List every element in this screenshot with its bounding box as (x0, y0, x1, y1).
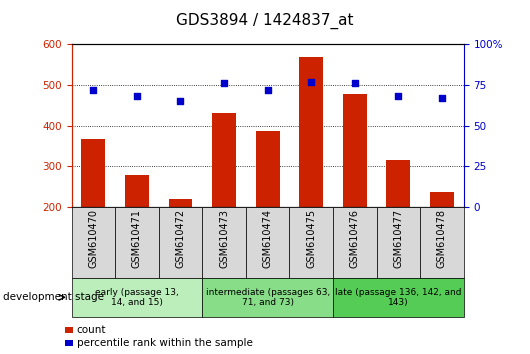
Bar (255, 131, 280, 289)
Bar (289, 207, 333, 278)
Bar (420, 207, 464, 278)
Bar (72, 278, 202, 317)
Point (89, 87, 98, 93)
Bar (169, 199, 192, 289)
Point (307, 79, 315, 85)
Text: intermediate (passages 63,
71, and 73): intermediate (passages 63, 71, and 73) (206, 288, 330, 307)
Bar (115, 207, 158, 278)
Bar (386, 160, 410, 289)
Text: GSM610476: GSM610476 (350, 209, 360, 268)
Bar (377, 207, 420, 278)
Bar (82, 139, 105, 289)
Point (176, 98, 185, 104)
Point (394, 93, 403, 99)
Text: GDS3894 / 1424837_at: GDS3894 / 1424837_at (176, 12, 354, 29)
Text: GSM610473: GSM610473 (219, 209, 229, 268)
Point (220, 80, 228, 86)
Text: GSM610474: GSM610474 (263, 209, 272, 268)
Bar (212, 113, 236, 289)
Text: GSM610472: GSM610472 (175, 209, 186, 268)
Text: percentile rank within the sample: percentile rank within the sample (77, 338, 253, 348)
Point (438, 95, 446, 101)
Bar (246, 207, 289, 278)
Bar (333, 278, 464, 317)
Bar (333, 207, 377, 278)
Text: late (passage 136, 142, and
143): late (passage 136, 142, and 143) (335, 288, 462, 307)
Bar (158, 207, 202, 278)
Text: development stage: development stage (3, 292, 104, 302)
Bar (72, 207, 115, 278)
Text: early (passage 13,
14, and 15): early (passage 13, 14, and 15) (95, 288, 179, 307)
Text: GSM610470: GSM610470 (89, 209, 99, 268)
Bar (430, 192, 454, 289)
Text: count: count (77, 325, 107, 335)
Bar (202, 278, 333, 317)
Bar (125, 175, 149, 289)
Text: GSM610478: GSM610478 (437, 209, 447, 268)
Point (263, 87, 272, 93)
Bar (299, 57, 323, 289)
Text: GSM610477: GSM610477 (393, 209, 403, 268)
Bar (202, 207, 246, 278)
Point (350, 80, 359, 86)
Point (132, 93, 141, 99)
Bar (343, 94, 367, 289)
Text: GSM610475: GSM610475 (306, 209, 316, 268)
Text: GSM610471: GSM610471 (132, 209, 142, 268)
